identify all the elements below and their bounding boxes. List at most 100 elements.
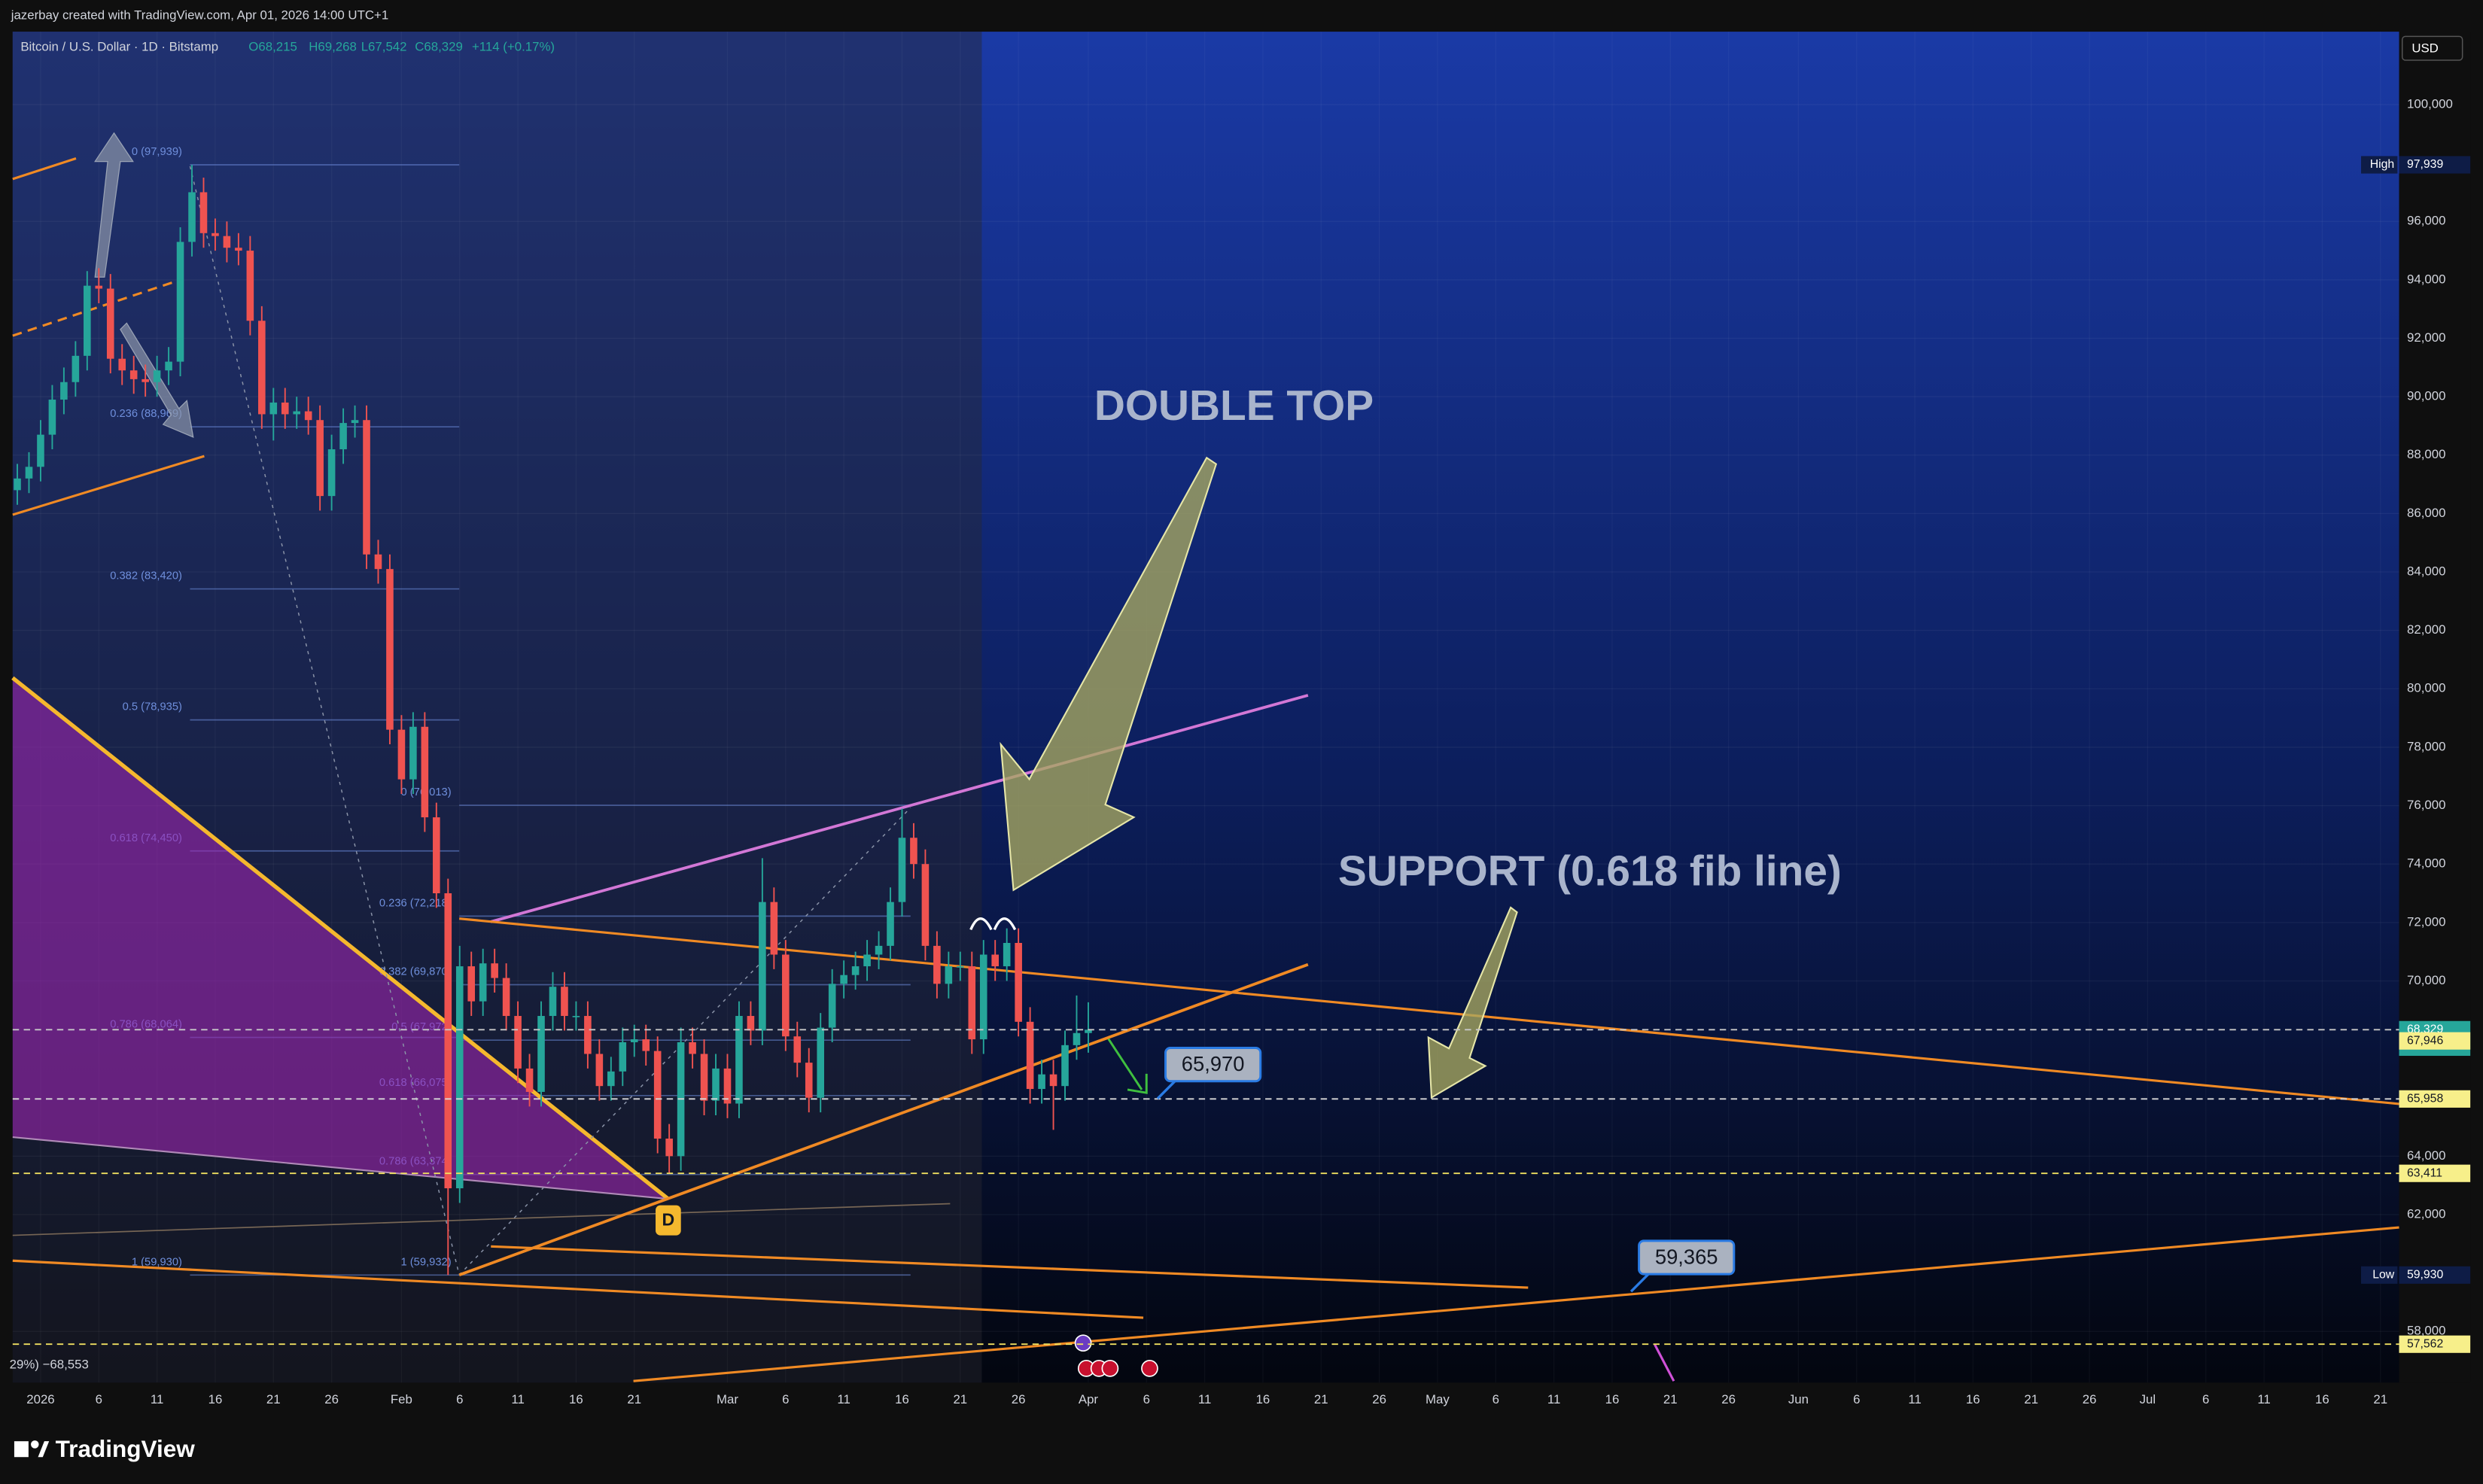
candle-body — [129, 370, 138, 379]
x-tick-label: 6 — [96, 1392, 102, 1406]
candle-body — [630, 1039, 638, 1042]
candle-body — [258, 321, 266, 415]
candle-body — [1026, 1021, 1034, 1090]
candle-body — [386, 569, 394, 730]
candle-body — [805, 1063, 813, 1098]
candle-body — [595, 1054, 604, 1087]
x-tick-label: 16 — [569, 1392, 583, 1406]
candle-body — [1015, 942, 1022, 1022]
candle-body — [491, 963, 498, 978]
price-tag-label: 97,939 — [2407, 158, 2443, 171]
x-tick-label: 21 — [1314, 1392, 1328, 1406]
callout-label: 59,365 — [1655, 1245, 1718, 1268]
candle-body — [945, 966, 953, 984]
candle-body — [153, 370, 161, 382]
callout-label: 65,970 — [1182, 1052, 1245, 1075]
candle-body — [653, 1051, 662, 1139]
candle-body — [887, 902, 894, 946]
price-tag-label: 65,958 — [2407, 1093, 2443, 1105]
candle-body — [572, 1016, 580, 1017]
x-tick-label: 11 — [1547, 1392, 1560, 1406]
fib-label: 0.382 (83,420) — [110, 570, 182, 582]
x-tick-label: 6 — [2202, 1392, 2209, 1406]
y-tick-label: 100,000 — [2407, 96, 2453, 111]
candle-body — [60, 382, 68, 400]
candle-body — [979, 954, 987, 1040]
x-tick-label: 16 — [2315, 1392, 2329, 1406]
x-tick-label: 16 — [1966, 1392, 1980, 1406]
fib-label: 1 (59,930) — [132, 1256, 182, 1268]
x-tick-label: Apr — [1079, 1392, 1099, 1406]
fib-trend — [189, 166, 460, 1276]
trend-line — [458, 917, 2399, 1105]
candle-body — [840, 975, 847, 984]
x-tick-label: 11 — [151, 1392, 163, 1406]
x-tick-label: 21 — [953, 1392, 967, 1406]
x-tick-label: 11 — [1908, 1392, 1921, 1406]
candle-body — [1049, 1074, 1057, 1087]
price-caption-box — [2360, 1266, 2398, 1284]
y-tick-label: 58,000 — [2407, 1324, 2445, 1338]
trend-line — [12, 157, 77, 181]
price-tag — [2399, 1266, 2471, 1284]
trend-line — [12, 1203, 951, 1236]
candle-body — [619, 1042, 627, 1072]
callout-pointer — [1629, 1271, 1651, 1293]
candle-body — [514, 1016, 522, 1069]
candle-body — [875, 945, 883, 955]
candle-body — [689, 1042, 696, 1054]
candle-body — [351, 420, 359, 424]
candle-body — [584, 1016, 592, 1054]
candle-body — [1003, 942, 1011, 967]
legend-change: +114 (+0.17%) — [472, 40, 555, 54]
triangle-pattern — [12, 677, 668, 1200]
y-tick-label: 74,000 — [2407, 856, 2445, 871]
event-icon — [1141, 1360, 1158, 1377]
candle-body — [793, 1036, 802, 1063]
candle-body — [502, 978, 510, 1017]
candle-body — [968, 966, 976, 1040]
candle-body — [642, 1039, 650, 1051]
support-arrow — [1427, 906, 1518, 1099]
candle-body — [1061, 1045, 1069, 1087]
x-tick-label: May — [1426, 1392, 1450, 1406]
candle-body — [421, 726, 429, 818]
logo — [14, 1440, 50, 1458]
fib-label: 1 (59,932) — [401, 1256, 452, 1268]
x-tick-label: Jun — [1788, 1392, 1809, 1406]
price-tag-label: 67,946 — [2407, 1034, 2443, 1047]
fib-trend — [458, 807, 911, 1276]
fib-label: 0.5 (78,935) — [123, 701, 182, 713]
candle-body — [921, 864, 930, 946]
x-tick-label: Feb — [391, 1392, 412, 1406]
candle-body — [14, 478, 21, 491]
annotation: DOUBLE TOP — [1094, 382, 1374, 430]
candle-body — [25, 467, 33, 479]
x-tick-label: 6 — [1143, 1392, 1150, 1406]
price-caption: High — [2370, 158, 2394, 171]
pattern-label: D — [662, 1210, 675, 1230]
candle-body — [95, 285, 103, 289]
candle-body — [910, 838, 917, 865]
candle-body — [607, 1071, 615, 1087]
y-tick-label: 70,000 — [2407, 973, 2445, 987]
x-tick-label: 26 — [324, 1392, 339, 1406]
candle-body — [141, 379, 149, 382]
currency[interactable]: USD — [2411, 41, 2439, 56]
candle-body — [991, 954, 1000, 967]
candle-body — [747, 1016, 755, 1031]
chart-title: Bitcoin / U.S. Dollar · 1D · Bitstamp — [20, 40, 218, 54]
trend-line — [12, 1136, 668, 1200]
x-tick-label: 11 — [837, 1392, 850, 1406]
annotation: 29%) −68,553 — [10, 1358, 89, 1372]
x-tick-label: 21 — [2373, 1392, 2387, 1406]
callout-box — [1638, 1239, 1736, 1276]
annotation: SUPPORT (0.618 fib line) — [1338, 848, 1842, 896]
currency-button[interactable] — [2401, 35, 2463, 61]
candle-body — [374, 554, 382, 570]
candle-body — [549, 987, 557, 1017]
candle-body — [304, 411, 312, 421]
callout-pointer — [1156, 1078, 1178, 1100]
legend-high: H69,268 — [309, 40, 357, 54]
y-tick-label: 88,000 — [2407, 447, 2445, 461]
